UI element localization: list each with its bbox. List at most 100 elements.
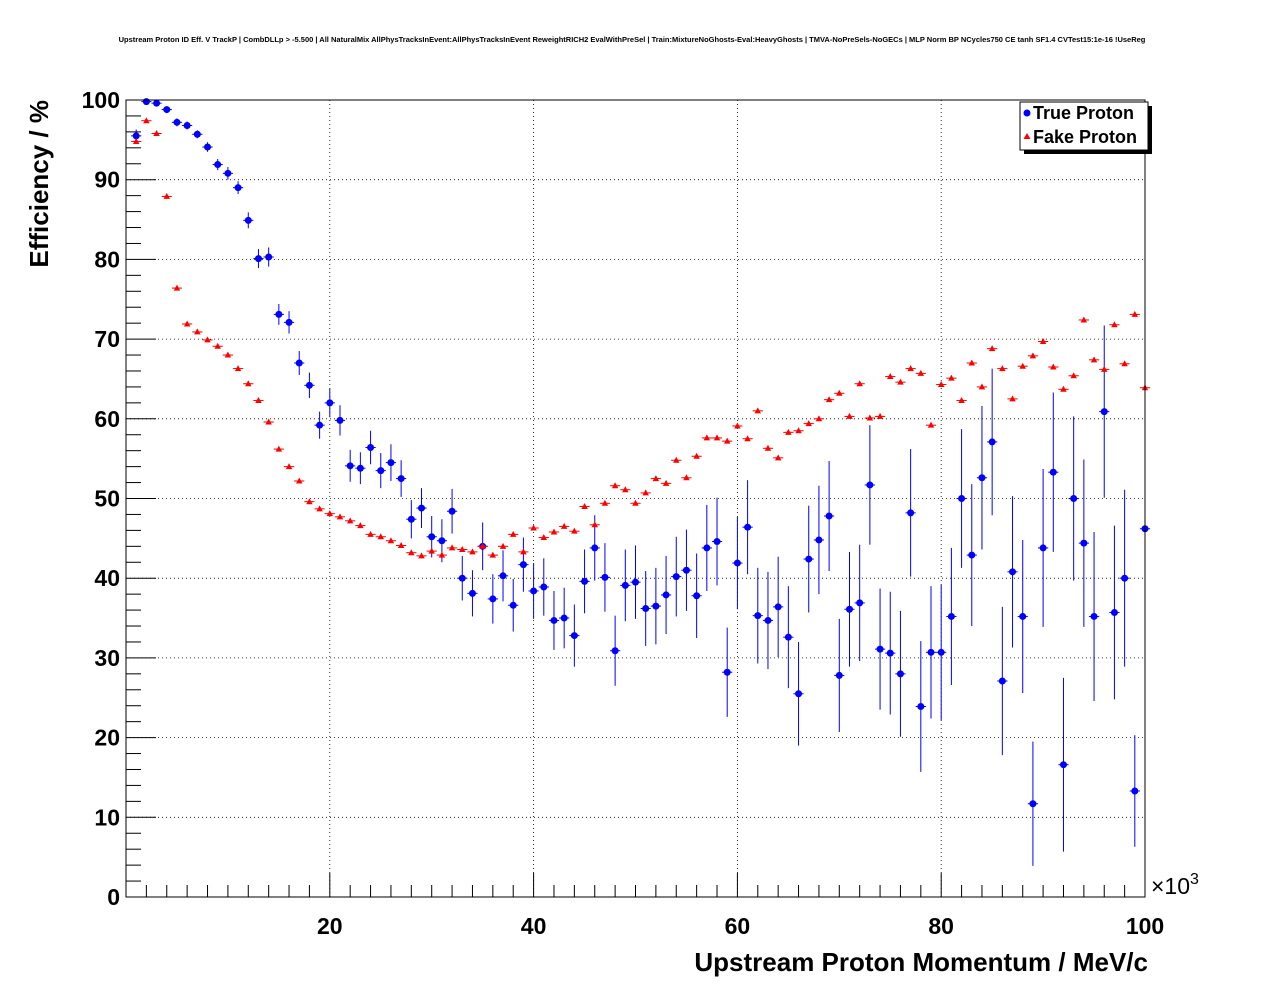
- fake-proton-point: [764, 444, 772, 451]
- true-proton-point: [917, 703, 925, 711]
- axes: [126, 115, 1126, 897]
- true-proton-point: [132, 132, 140, 140]
- fake-proton-point: [591, 521, 598, 528]
- true-proton-point: [876, 645, 884, 653]
- fake-proton-point: [173, 284, 181, 291]
- true-proton-point: [275, 310, 283, 318]
- fake-proton-point: [1039, 337, 1047, 344]
- fake-proton-point: [611, 482, 619, 489]
- true-proton-point: [377, 467, 385, 475]
- y-tick-label-3: 30: [94, 645, 120, 671]
- fake-proton-point: [234, 365, 242, 372]
- true-proton-point: [438, 537, 446, 545]
- fake-proton-point: [1070, 372, 1077, 379]
- true-proton-point: [988, 438, 996, 446]
- true-proton-point: [998, 677, 1006, 685]
- fake-proton-point: [214, 342, 221, 349]
- fake-proton-point: [224, 351, 232, 358]
- x-multiplier-exponent: 3: [1190, 871, 1199, 888]
- fake-proton-point: [204, 336, 211, 343]
- fake-proton-point: [194, 328, 201, 335]
- true-proton-point: [682, 566, 690, 574]
- fake-proton-point: [795, 427, 802, 434]
- fake-proton-point: [1121, 360, 1128, 367]
- fake-proton-point: [897, 378, 904, 385]
- fake-proton-point: [346, 517, 354, 524]
- fake-proton-point: [469, 548, 476, 555]
- y-tick-label-10: 100: [82, 87, 120, 113]
- fake-proton-point: [448, 544, 456, 551]
- true-proton-point: [265, 253, 273, 261]
- fake-proton-point: [397, 542, 405, 549]
- true-proton-point: [662, 591, 670, 599]
- true-proton-point: [591, 544, 599, 552]
- true-proton-point: [305, 381, 313, 389]
- true-proton-point: [1131, 787, 1139, 795]
- true-proton-point: [519, 561, 527, 569]
- fake-proton-point: [438, 551, 446, 558]
- fake-proton-point: [856, 380, 863, 387]
- y-tick-label-4: 40: [94, 565, 120, 591]
- fake-proton-point: [713, 434, 721, 441]
- legend-box: [1019, 101, 1149, 151]
- x-tick-label-4: 100: [1126, 913, 1164, 939]
- true-proton-point: [356, 464, 364, 472]
- y-tick-label-9: 90: [94, 167, 120, 193]
- fake-proton-point: [428, 547, 435, 554]
- true-proton-point: [937, 648, 945, 656]
- true-proton-point: [764, 616, 772, 624]
- true-proton-point: [489, 595, 497, 603]
- fake-proton-point: [907, 365, 914, 372]
- fake-proton-point: [1060, 385, 1067, 392]
- true-proton-point: [621, 581, 629, 589]
- fake-proton-point: [734, 422, 741, 429]
- y-tick-label-5: 50: [94, 486, 120, 512]
- true-proton-point: [907, 509, 915, 517]
- legend-marker-true-proton: [1023, 109, 1031, 117]
- true-proton-point: [672, 573, 680, 581]
- true-proton-point: [346, 462, 354, 470]
- fake-proton-point: [958, 396, 965, 403]
- fake-proton-point: [489, 551, 497, 558]
- true-proton-point: [397, 475, 405, 483]
- fake-proton-point: [367, 530, 374, 537]
- true-proton-point: [632, 578, 639, 586]
- true-proton-point: [204, 143, 212, 151]
- fake-proton-point: [948, 374, 955, 381]
- fake-proton-point: [418, 552, 425, 559]
- fake-proton-point: [153, 129, 160, 136]
- fake-proton-point: [662, 479, 670, 486]
- fake-proton-point: [255, 396, 262, 403]
- legend: True Proton Fake Proton: [1019, 101, 1152, 154]
- fake-proton-point: [917, 369, 925, 376]
- fake-proton-point: [632, 499, 639, 506]
- true-proton-point: [153, 99, 161, 107]
- true-proton-point: [733, 559, 741, 567]
- fake-proton-point: [1080, 316, 1088, 323]
- fake-proton-point: [510, 530, 517, 537]
- fake-proton-point: [581, 502, 588, 509]
- fake-proton-point: [306, 498, 313, 505]
- true-proton-point: [509, 601, 517, 609]
- true-proton-point: [968, 551, 976, 559]
- true-proton-point: [795, 690, 803, 698]
- fake-proton-point: [1090, 356, 1098, 363]
- true-proton-point: [1080, 539, 1088, 547]
- fake-proton-point: [550, 528, 558, 535]
- y-tick-label-8: 80: [94, 246, 120, 272]
- series-fake-proton: [131, 117, 1151, 559]
- true-proton-point: [367, 443, 375, 451]
- true-proton-point: [1070, 495, 1078, 502]
- true-proton-point: [499, 572, 507, 580]
- true-proton-point: [958, 495, 966, 502]
- true-proton-point: [1019, 612, 1027, 620]
- true-proton-point: [1039, 544, 1047, 552]
- true-proton-point: [723, 668, 731, 676]
- x-tick-label-3: 80: [928, 913, 954, 939]
- true-proton-point: [784, 633, 792, 641]
- true-proton-point: [387, 459, 395, 467]
- fake-proton-point: [499, 542, 507, 549]
- fake-proton-point: [459, 546, 466, 553]
- fake-proton-point: [774, 454, 782, 461]
- y-tick-label-7: 70: [94, 326, 120, 352]
